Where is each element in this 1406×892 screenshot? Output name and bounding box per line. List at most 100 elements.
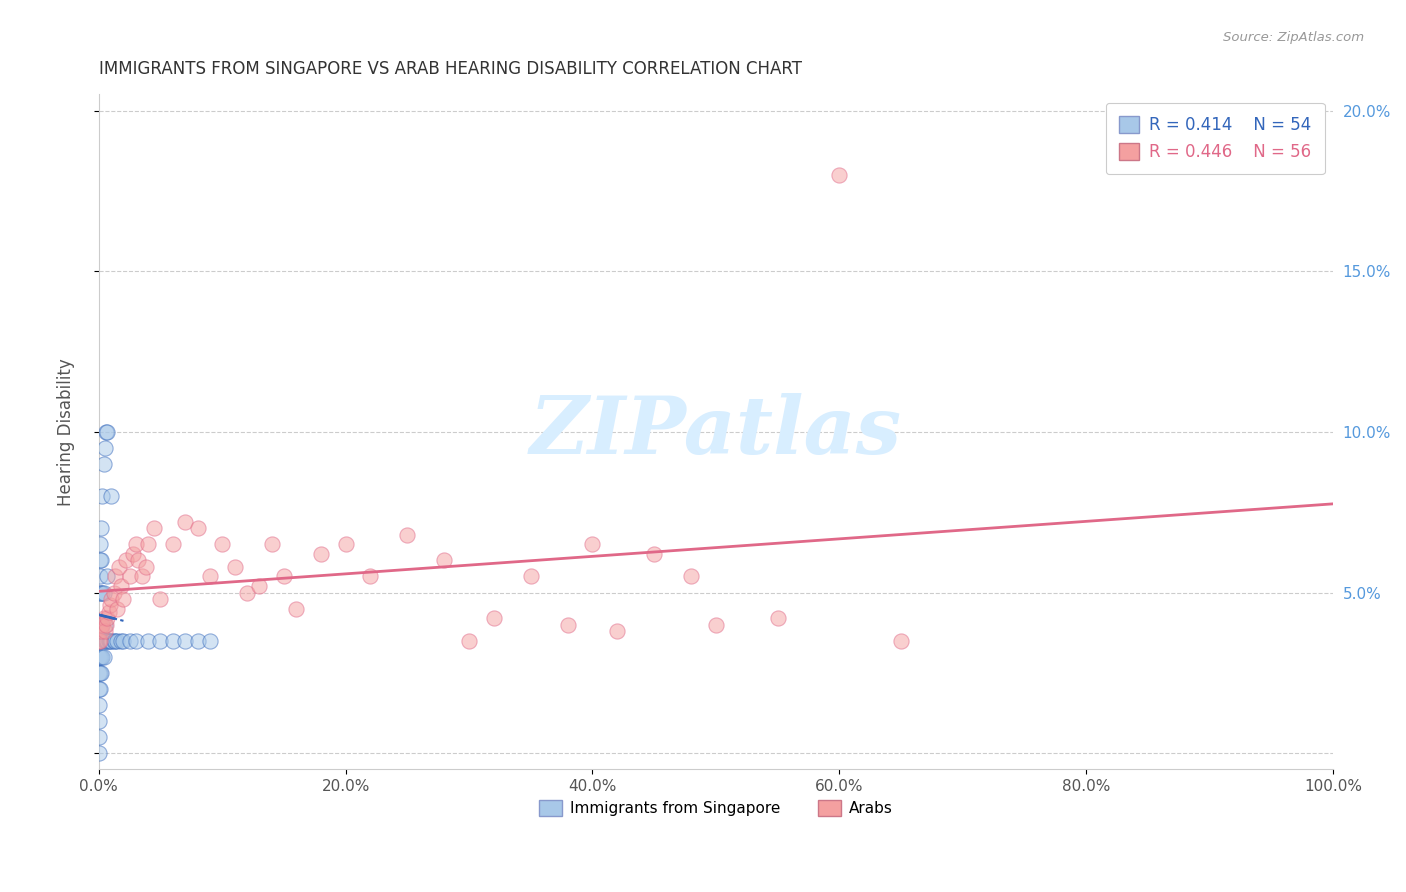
Point — [174, 633, 197, 648]
Point — [91, 585, 114, 599]
Point — [519, 569, 541, 583]
Point — [143, 521, 166, 535]
Point — [96, 617, 118, 632]
Point — [557, 617, 579, 632]
Point — [828, 168, 851, 182]
Point — [87, 681, 110, 696]
Point — [433, 553, 456, 567]
Point — [186, 633, 208, 648]
Point — [87, 746, 110, 760]
Point — [224, 559, 246, 574]
Point — [89, 585, 111, 599]
Point — [97, 633, 120, 648]
Point — [87, 633, 110, 648]
Legend: Immigrants from Singapore, Arabs: Immigrants from Singapore, Arabs — [533, 794, 898, 822]
Point — [98, 633, 121, 648]
Point — [107, 559, 129, 574]
Point — [89, 681, 111, 696]
Point — [236, 585, 259, 599]
Point — [90, 624, 112, 639]
Point — [260, 537, 283, 551]
Point — [581, 537, 603, 551]
Point — [96, 633, 118, 648]
Point — [98, 599, 121, 613]
Point — [890, 633, 912, 648]
Point — [103, 585, 125, 599]
Point — [458, 633, 481, 648]
Point — [110, 633, 132, 648]
Point — [91, 649, 114, 664]
Point — [103, 633, 125, 648]
Point — [100, 592, 122, 607]
Text: IMMIGRANTS FROM SINGAPORE VS ARAB HEARING DISABILITY CORRELATION CHART: IMMIGRANTS FROM SINGAPORE VS ARAB HEARIN… — [98, 60, 801, 78]
Point — [96, 633, 118, 648]
Point — [110, 579, 132, 593]
Point — [162, 633, 184, 648]
Point — [118, 569, 141, 583]
Point — [94, 633, 117, 648]
Point — [89, 569, 111, 583]
Point — [127, 553, 149, 567]
Point — [122, 547, 145, 561]
Point — [174, 515, 197, 529]
Point — [89, 633, 111, 648]
Text: ZIPatlas: ZIPatlas — [530, 393, 901, 471]
Point — [87, 649, 110, 664]
Point — [335, 537, 357, 551]
Point — [704, 617, 727, 632]
Point — [90, 585, 112, 599]
Point — [211, 537, 233, 551]
Point — [105, 633, 128, 648]
Point — [96, 425, 118, 439]
Point — [89, 537, 111, 551]
Point — [643, 547, 665, 561]
Point — [125, 537, 148, 551]
Point — [105, 601, 128, 615]
Point — [91, 489, 114, 503]
Point — [91, 617, 114, 632]
Point — [135, 559, 157, 574]
Point — [93, 585, 115, 599]
Point — [285, 601, 308, 615]
Point — [93, 611, 115, 625]
Point — [87, 714, 110, 728]
Point — [273, 569, 295, 583]
Point — [87, 698, 110, 712]
Point — [96, 569, 118, 583]
Point — [149, 633, 172, 648]
Point — [96, 611, 118, 625]
Point — [94, 624, 117, 639]
Point — [93, 649, 115, 664]
Point — [89, 633, 111, 648]
Point — [87, 730, 110, 744]
Point — [766, 611, 789, 625]
Point — [247, 579, 270, 593]
Point — [90, 521, 112, 535]
Point — [87, 617, 110, 632]
Point — [89, 649, 111, 664]
Point — [681, 569, 703, 583]
Point — [309, 547, 332, 561]
Point — [149, 592, 172, 607]
Point — [89, 553, 111, 567]
Point — [186, 521, 208, 535]
Point — [89, 617, 111, 632]
Point — [606, 624, 628, 639]
Point — [100, 489, 122, 503]
Point — [115, 553, 138, 567]
Point — [198, 569, 221, 583]
Point — [100, 633, 122, 648]
Point — [118, 633, 141, 648]
Point — [94, 441, 117, 455]
Point — [90, 553, 112, 567]
Point — [93, 457, 115, 471]
Point — [198, 633, 221, 648]
Point — [359, 569, 381, 583]
Point — [482, 611, 505, 625]
Point — [90, 649, 112, 664]
Point — [90, 665, 112, 680]
Point — [396, 527, 419, 541]
Text: Source: ZipAtlas.com: Source: ZipAtlas.com — [1223, 31, 1364, 45]
Y-axis label: Hearing Disability: Hearing Disability — [58, 358, 75, 506]
Point — [87, 665, 110, 680]
